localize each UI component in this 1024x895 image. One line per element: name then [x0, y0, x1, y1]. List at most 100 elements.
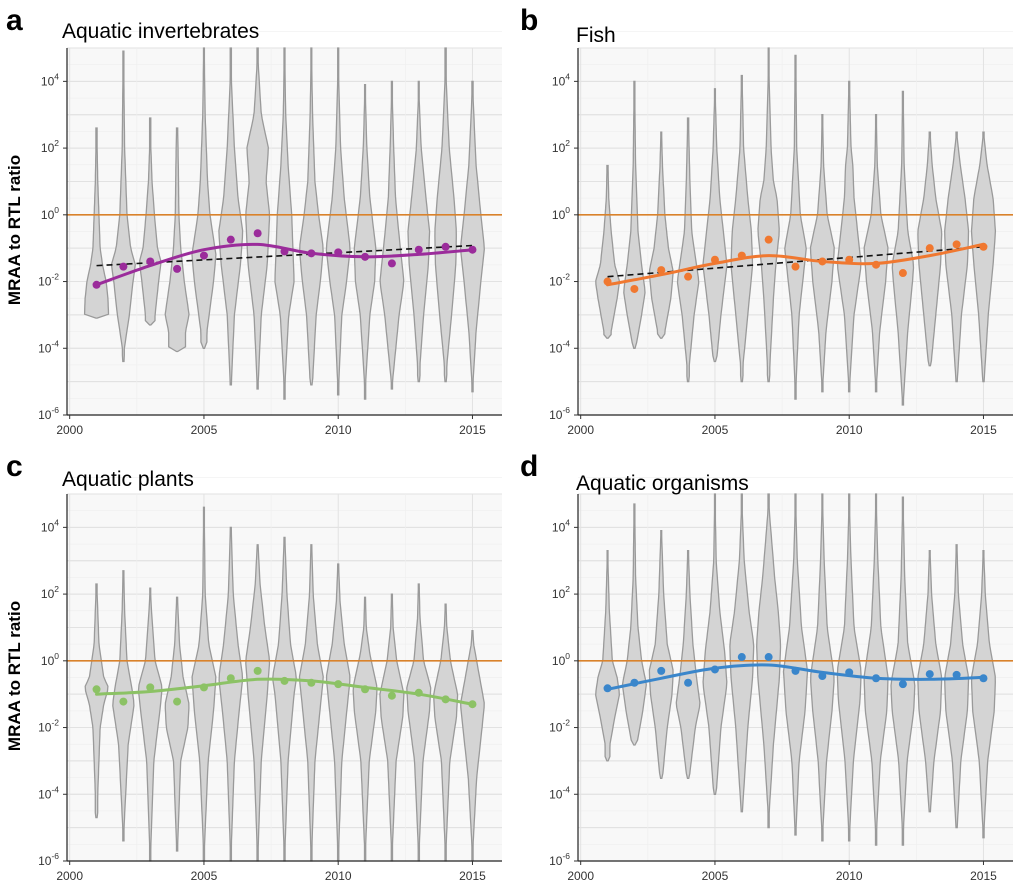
violin-2012 [379, 80, 405, 390]
data-point-2009 [818, 672, 827, 681]
y-tick-label: 100 [41, 651, 59, 668]
violin-2013 [917, 550, 943, 813]
y-tick-label: 100 [41, 205, 59, 222]
panel-letter: b [520, 4, 538, 37]
data-point-2005 [199, 683, 208, 692]
data-point-2005 [710, 665, 719, 674]
data-point-2014 [441, 242, 450, 251]
data-points [92, 229, 477, 289]
y-tick-label: 10-2 [38, 272, 59, 289]
data-point-2004 [173, 697, 182, 706]
y-tick-label: 102 [41, 584, 59, 601]
panel-letter: c [6, 450, 23, 483]
violin-2008 [274, 47, 295, 400]
data-point-2004 [173, 264, 182, 273]
data-point-2002 [119, 697, 128, 706]
violin-2011 [353, 83, 377, 400]
panel-title: Fish [576, 24, 616, 47]
violin-2001 [595, 164, 620, 339]
x-tick-label: 2010 [325, 423, 352, 437]
violin-2010 [836, 493, 862, 842]
data-point-2008 [791, 262, 800, 271]
violin-2001 [595, 550, 620, 762]
panel-title: Aquatic invertebrates [62, 20, 259, 43]
violins [595, 493, 996, 846]
violin-2015 [970, 550, 996, 839]
data-point-2012 [387, 259, 396, 268]
violin-2003 [139, 117, 162, 326]
violin-2014 [944, 131, 970, 383]
data-points [603, 235, 988, 293]
data-point-2015 [468, 245, 477, 254]
y-tick-label: 10-6 [38, 851, 59, 868]
data-point-2008 [280, 676, 289, 685]
data-point-2001 [92, 280, 101, 289]
data-point-2012 [898, 680, 907, 689]
data-point-2010 [845, 668, 854, 677]
violin-2004 [676, 117, 700, 383]
data-point-2001 [92, 685, 101, 694]
violin-2006 [218, 526, 244, 862]
data-point-2001 [603, 684, 612, 693]
data-point-2007 [764, 653, 773, 662]
data-point-2007 [253, 229, 262, 238]
panel-a: 10-6 10-4 10-2 100 102 104 2000 2005 2010 2015 a Aq… [5, 4, 502, 437]
x-tick-label: 2000 [567, 869, 594, 883]
violin-2011 [352, 596, 378, 862]
violin-2012 [891, 90, 915, 406]
violin-2010 [836, 80, 862, 393]
y-tick-label: 10-6 [549, 851, 570, 868]
violin-2005 [702, 88, 728, 363]
data-point-2013 [414, 245, 423, 254]
panel-b: 10-6 10-4 10-2 100 102 104 2000 2005 2010 2015 b Fi… [520, 4, 1013, 437]
data-point-2010 [845, 255, 854, 264]
y-tick-label: 10-2 [549, 718, 570, 735]
y-axis-label: MRAA to RTL ratio [5, 601, 24, 751]
y-tick-label: 10-4 [38, 338, 59, 355]
violin-2009 [299, 47, 324, 386]
violin-2012 [890, 496, 916, 846]
data-point-2014 [952, 240, 961, 249]
data-point-2008 [791, 666, 800, 675]
data-point-2003 [657, 666, 666, 675]
data-point-2006 [737, 653, 746, 662]
violin-2006 [730, 74, 754, 383]
violin-2015 [460, 630, 485, 862]
panel-title: Aquatic plants [62, 468, 194, 491]
data-point-2015 [979, 674, 988, 683]
violin-2013 [407, 80, 431, 383]
violin-2013 [406, 583, 432, 862]
y-tick-label: 10-6 [38, 405, 59, 422]
x-tick-label: 2005 [702, 869, 729, 883]
violin-2002 [110, 50, 136, 363]
violin-2010 [325, 47, 351, 396]
data-point-2002 [630, 678, 639, 687]
violin-2009 [810, 493, 835, 842]
x-tick-label: 2005 [702, 423, 729, 437]
violin-2014 [433, 603, 459, 862]
violin-2010 [325, 563, 351, 862]
y-tick-label: 104 [41, 517, 59, 534]
x-tick-label: 2000 [56, 423, 83, 437]
x-tick-label: 2000 [56, 869, 83, 883]
y-tick-label: 104 [552, 517, 570, 534]
data-point-2009 [307, 678, 316, 687]
data-point-2011 [872, 260, 881, 269]
data-point-2002 [630, 284, 639, 293]
data-point-2008 [280, 247, 289, 256]
violin-2003 [137, 587, 163, 862]
data-point-2015 [979, 242, 988, 251]
y-tick-label: 10-4 [549, 338, 570, 355]
smooth-trend-line [606, 242, 985, 287]
violin-2001 [84, 583, 109, 819]
x-tick-label: 2015 [970, 423, 997, 437]
y-tick-label: 10-2 [549, 272, 570, 289]
violin-2006 [218, 47, 244, 386]
data-points [92, 666, 477, 709]
x-tick-label: 2015 [459, 423, 486, 437]
data-point-2006 [226, 674, 235, 683]
y-tick-label: 100 [552, 651, 570, 668]
violin-2011 [863, 493, 889, 846]
x-tick-label: 2015 [970, 869, 997, 883]
y-tick-label: 104 [552, 71, 570, 88]
